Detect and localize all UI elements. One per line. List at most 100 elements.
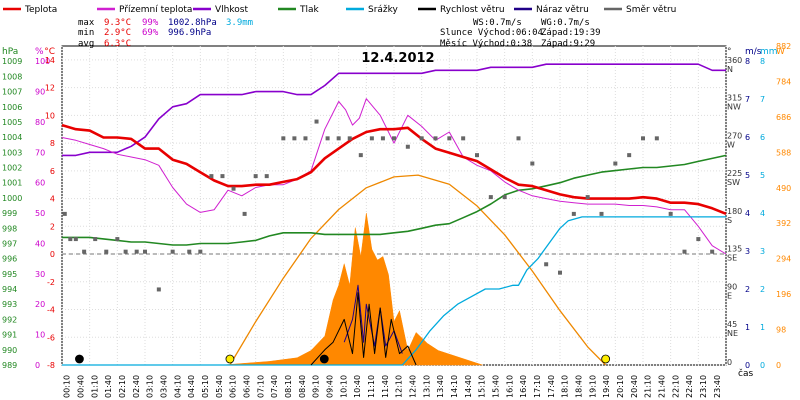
x-tick: 22:40 [685,375,694,398]
wind-direction-dot [104,249,109,254]
y-tick-mm: 6 [760,133,765,142]
y-tick-mm: 4 [760,209,765,218]
y-tick-wm2: 882 [776,42,791,51]
wind-direction-dot [123,249,128,254]
y-tick-mm: 2 [760,285,765,294]
x-tick: 03:40 [159,375,168,398]
y-tick-dir: 90 [727,282,737,291]
x-tick: 15:10 [478,375,487,398]
chart-title: 12.4.2012 [361,51,434,66]
y-tick-wm2: 294 [776,255,791,264]
wind-direction-dot [433,136,438,141]
info-moonset: Západ:9:29 [541,39,595,49]
wind-direction-dot [220,174,225,179]
y-tick-dir-name: NE [727,329,738,338]
y-tick-hpa: 993 [2,300,17,309]
info-sunrise: Slunce Východ:06:04 [440,28,543,38]
x-tick: 07:40 [270,375,279,398]
y-tick-ms: 8 [745,57,750,66]
wind-direction-dot [571,211,576,216]
x-tick: 02:40 [132,375,141,398]
x-tick: 09:10 [312,375,321,398]
legend-label: Teplota [24,5,57,15]
y-tick-pct: 0 [35,361,40,370]
radiation-fill [222,213,483,366]
x-tick: 13:10 [422,375,431,398]
wind-direction-dot [336,136,341,141]
y-tick-dir: 0 [727,358,732,367]
wind-direction-dots [62,119,715,364]
y-tick-dir-name: N [727,65,733,74]
y-tick-hpa: 997 [2,239,17,248]
x-tick: 17:40 [547,375,556,398]
y-tick-dir: 225 [727,169,742,178]
wind-speed-line [310,292,417,366]
wind-direction-dot [613,161,618,166]
y-tick-dir-name: SW [727,178,740,187]
x-tick: 11:40 [381,375,390,398]
x-tick: 05:40 [215,375,224,398]
y-tick-pct: 40 [35,239,45,248]
wind-direction-dot [405,144,410,149]
rain-line [62,216,726,366]
y-tick-mm: 5 [760,171,765,180]
y-tick-degc: 6 [50,167,55,176]
y-tick-dir: 135 [727,245,742,254]
y-tick-ms: 1 [745,323,750,332]
stat-avg_temp: 6.3°C [104,39,131,49]
x-tick: 01:40 [104,375,113,398]
wind-direction-dot [143,249,147,254]
y-axis-label-pct: % [35,47,44,57]
x-tick: 10:10 [339,375,348,398]
wind-direction-dot [358,153,363,158]
y-tick-hpa: 996 [2,255,17,264]
wind-direction-dot [488,195,493,200]
stat-max_label: max [78,18,95,28]
wind-direction-dot [68,237,73,242]
x-tick: 23:10 [699,375,708,398]
y-tick-pct: 50 [35,209,45,218]
y-tick-dir-name: SE [727,254,737,263]
y-tick-hpa: 994 [2,285,17,294]
y-axis-label-mm: mm [760,47,778,57]
wind-direction-dot [475,153,479,158]
y-tick-wm2: 490 [776,184,791,193]
legend-label: Rychlost větru [440,5,505,15]
y-tick-dir-name: NW [727,103,741,112]
y-tick-degc: 4 [50,195,55,204]
legend-label: Vlhkost [215,5,248,15]
y-tick-hpa: 998 [2,224,17,233]
y-tick-dir: 315 [727,94,742,103]
x-tick: 18:10 [561,375,570,398]
y-tick-degc: 10 [45,111,55,120]
y-tick-hpa: 992 [2,315,17,324]
y-tick-dir-name: W [727,140,735,149]
wind-direction-dot [198,249,203,254]
wind-direction-dot [62,211,67,216]
y-tick-dir: 360 [727,56,742,65]
y-tick-hpa: 1003 [2,148,22,157]
y-tick-dir-name: E [727,291,732,300]
temperature-line [61,123,727,216]
wind-direction-dot [115,237,120,242]
y-tick-hpa: 991 [2,331,17,340]
y-tick-hpa: 1001 [2,179,22,188]
x-tick: 19:40 [602,375,611,398]
x-tick: 19:10 [588,375,597,398]
y-tick-degc: 14 [45,56,55,65]
wind-direction-dot [558,270,562,275]
x-tick: 22:10 [671,375,680,398]
x-tick: 01:10 [90,375,99,398]
y-tick-degc: 2 [50,222,55,231]
wind-direction-dot [447,136,452,141]
x-tick: 03:10 [146,375,155,398]
y-axis-label-hpa: hPa [2,47,18,57]
y-tick-ms: 5 [745,171,750,180]
y-tick-ms: 4 [745,209,750,218]
y-tick-hpa: 1005 [2,118,22,127]
wind-direction-dot [599,211,604,216]
y-tick-mm: 7 [760,95,765,104]
y-tick-degc: -2 [47,278,55,287]
wind-direction-dot [627,153,632,158]
